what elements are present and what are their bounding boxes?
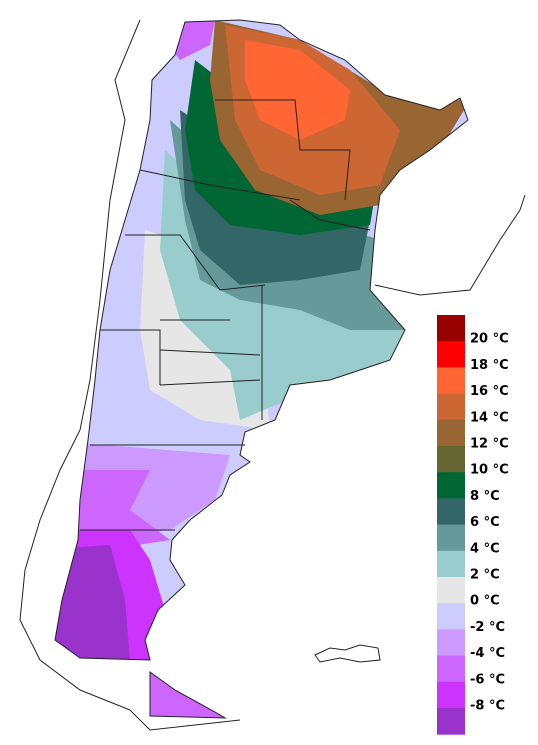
- legend-label: -8 °C: [470, 699, 505, 714]
- legend-swatch: [437, 446, 465, 473]
- legend-label: 6 °C: [470, 515, 500, 530]
- zone: [245, 40, 350, 140]
- legend: 20 °C 18 °C 16 °C 14 °C 12 °C 10 °C 8 °C 6 °C 4 …: [437, 315, 509, 735]
- legend-swatch: [437, 472, 465, 499]
- legend-swatch: [437, 655, 465, 683]
- legend-swatch: [437, 577, 465, 604]
- legend-swatch: [437, 550, 465, 578]
- legend-label: 10 °C: [470, 463, 509, 478]
- legend-label: 18 °C: [470, 358, 509, 373]
- malvinas: [314, 644, 381, 663]
- legend-label: 4 °C: [470, 541, 500, 556]
- legend-label: 14 °C: [470, 410, 509, 425]
- legend-label: -2 °C: [470, 620, 505, 635]
- legend-label: 2 °C: [470, 568, 500, 583]
- legend-swatch: [437, 629, 465, 657]
- uruguay-coast: [374, 194, 526, 296]
- legend-swatch: [437, 524, 465, 552]
- legend-label: 16 °C: [470, 384, 509, 399]
- legend-swatch: [437, 315, 465, 342]
- zone: [150, 672, 225, 718]
- legend-swatch: [437, 367, 465, 395]
- chile-coast: [19, 19, 241, 731]
- country-outline: [54, 19, 469, 719]
- province-borders: [80, 99, 371, 531]
- legend-swatch: [437, 681, 465, 709]
- legend-label: 20 °C: [470, 332, 509, 347]
- legend-swatch: [437, 419, 465, 447]
- legend-swatch: [437, 341, 465, 368]
- legend-swatch: [437, 393, 465, 421]
- legend-label: -6 °C: [470, 672, 505, 687]
- legend-swatch: [437, 498, 465, 526]
- legend-label: 0 °C: [470, 594, 500, 609]
- legend-swatch: [437, 603, 465, 630]
- legend-label: 12 °C: [470, 437, 509, 452]
- legend-swatch: [437, 708, 465, 735]
- legend-label: 8 °C: [470, 489, 500, 504]
- legend-label: -4 °C: [470, 646, 505, 661]
